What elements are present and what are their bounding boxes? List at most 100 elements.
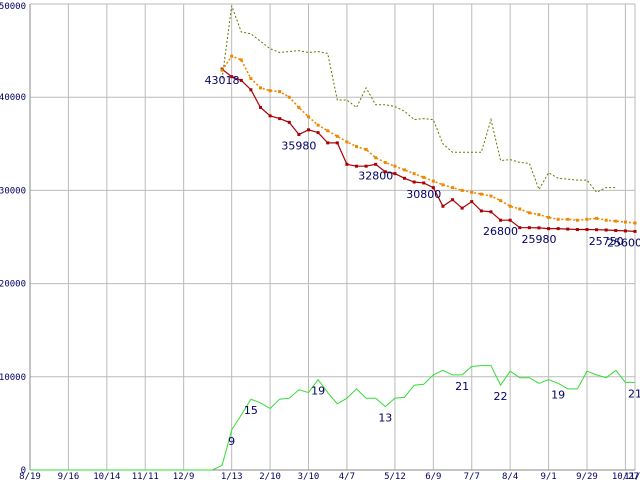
price-point [595, 228, 599, 232]
moving_average-point [345, 140, 349, 144]
moving_average-point [489, 194, 493, 198]
moving_average-point [595, 216, 599, 220]
x-tick-label: 10/27 [612, 472, 639, 480]
moving_average-point [220, 68, 224, 72]
price-point [460, 206, 464, 210]
x-tick-label: 7/7 [464, 472, 480, 480]
price-point [556, 227, 560, 231]
moving_average-line [221, 55, 636, 224]
moving_average-point [422, 175, 426, 179]
moving_average-point [403, 168, 407, 172]
price-point [364, 164, 368, 168]
price-point [345, 162, 349, 166]
price-point [527, 226, 531, 230]
price-point [566, 227, 570, 231]
y-tick-label: 10000 [0, 373, 26, 383]
moving_average-point [585, 217, 589, 221]
moving_average-point [306, 115, 310, 119]
price-point [316, 131, 320, 135]
price-point [268, 114, 272, 118]
moving_average-point [566, 217, 570, 221]
price-point [297, 132, 301, 136]
price-point [623, 229, 627, 233]
volume-data-label: 15 [244, 404, 258, 417]
x-tick-label: 4/7 [339, 472, 355, 480]
x-tick-label: 6/9 [425, 472, 441, 480]
moving_average-point [355, 145, 359, 149]
price-point [633, 229, 637, 233]
price-point [508, 218, 512, 222]
series-lines [30, 5, 637, 471]
volume-data-label: 22 [494, 390, 508, 403]
price-point [489, 210, 493, 214]
y-tick-label: 30000 [0, 186, 26, 196]
y-tick-label: 50000 [0, 2, 26, 12]
volume-data-label: 13 [378, 412, 392, 425]
moving_average-point [556, 217, 560, 221]
moving_average-point [547, 215, 551, 219]
y-tick-label: 0 [21, 466, 26, 476]
price-point [287, 120, 291, 124]
volume-data-label: 19 [551, 388, 565, 401]
price-point [258, 105, 262, 109]
moving_average-point [249, 77, 253, 81]
x-tick-label: 5/12 [384, 472, 406, 480]
moving_average-point [383, 160, 387, 164]
x-tick-label: 12/9 [173, 472, 195, 480]
price-point [614, 228, 618, 232]
price-point [335, 141, 339, 145]
price-point [518, 226, 522, 230]
x-tick-label: 10/14 [93, 472, 120, 480]
moving_average-point [239, 58, 243, 62]
moving_average-point [633, 221, 637, 225]
price-data-label: 35980 [281, 139, 316, 152]
moving_average-point [604, 218, 608, 222]
price-data-label: 26800 [483, 225, 518, 238]
moving_average-point [326, 129, 330, 133]
price-data-label: 25750 [589, 235, 624, 248]
price-point [422, 181, 426, 185]
moving_average-point [335, 134, 339, 138]
moving_average-point [479, 192, 483, 196]
x-tick-label: 9/1 [540, 472, 556, 480]
moving_average-point [537, 213, 541, 217]
volume-line [30, 365, 635, 471]
volume-data-label: 19 [311, 385, 325, 398]
x-tick-label: 3/10 [298, 472, 320, 480]
moving_average-point [316, 123, 320, 127]
price-point [278, 117, 282, 121]
price-point [585, 228, 589, 232]
moving_average-point [374, 156, 378, 160]
x-tick-label: 11/11 [132, 472, 159, 480]
price-point [537, 226, 541, 230]
price-point [230, 75, 234, 79]
price-point [499, 218, 503, 222]
volume-data-label: 21 [455, 380, 469, 393]
price-point [451, 198, 455, 202]
price-data-label: 25600 [607, 236, 640, 249]
price-data-label: 32800 [358, 169, 393, 182]
price-point [479, 209, 483, 213]
moving_average-point [623, 220, 627, 224]
price-point [604, 228, 608, 232]
price-point [306, 128, 310, 132]
moving_average-point [441, 183, 445, 187]
y-tick-label: 20000 [0, 280, 26, 290]
price-data-label: 30800 [406, 188, 441, 201]
moving_average-point [518, 207, 522, 211]
price-point [355, 164, 359, 168]
price-point [249, 88, 253, 92]
moving_average-point [412, 172, 416, 176]
x-tick-label: 11/3 [624, 472, 640, 480]
moving_average-point [508, 204, 512, 208]
price-point [383, 170, 387, 174]
moving_average-point [460, 188, 464, 192]
x-tick-label: 9/29 [576, 472, 598, 480]
moving_average-point [451, 186, 455, 190]
price-point [431, 186, 435, 190]
volume-data-label: 21 [628, 387, 640, 400]
moving_average-point [287, 95, 291, 99]
moving_average-point [470, 190, 474, 194]
